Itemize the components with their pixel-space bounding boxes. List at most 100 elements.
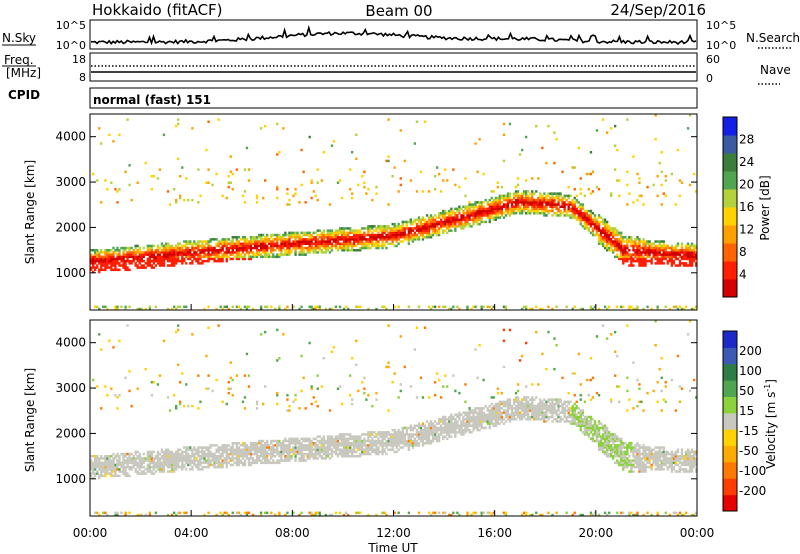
- velocity-cell: [96, 465, 99, 469]
- velocity-cell: [306, 439, 309, 443]
- power-cell: [672, 246, 676, 250]
- power-cell: [221, 307, 224, 311]
- power-cell: [502, 159, 506, 163]
- velocity-cell: [468, 424, 471, 427]
- power-cell: [585, 220, 589, 224]
- power-cell: [444, 229, 447, 232]
- power-cell: [490, 205, 493, 208]
- velocity-cell: [415, 442, 419, 445]
- power-cell: [318, 240, 321, 243]
- velocity-cell: [183, 455, 186, 458]
- power-cell: [106, 255, 109, 259]
- power-cell: [510, 198, 514, 202]
- velocity-cell: [458, 391, 461, 395]
- power-cell: [624, 240, 627, 243]
- power-cell: [415, 229, 419, 232]
- power-cell: [347, 227, 350, 230]
- power-cell: [292, 240, 295, 243]
- velocity-cell: [195, 450, 198, 454]
- power-cell: [462, 218, 465, 221]
- velocity-cell: [90, 472, 93, 475]
- power-cell: [122, 257, 125, 261]
- power-cell: [431, 229, 435, 232]
- power-cell: [262, 255, 265, 259]
- power-cell: [452, 305, 455, 309]
- power-cell: [521, 198, 524, 202]
- power-cell: [597, 229, 601, 232]
- velocity-cell: [148, 465, 152, 469]
- power-cell: [322, 246, 326, 250]
- power-cell: [146, 251, 150, 254]
- power-cell: [468, 212, 471, 215]
- velocity-cell: [361, 446, 364, 449]
- power-cell: [328, 233, 332, 237]
- power-cell: [577, 146, 580, 150]
- power-cell: [502, 203, 506, 206]
- velocity-cell: [442, 422, 445, 425]
- velocity-cell: [150, 457, 154, 460]
- velocity-cell: [199, 446, 202, 449]
- power-cell: [316, 233, 319, 237]
- velocity-cell: [138, 463, 141, 467]
- power-cell: [656, 259, 659, 263]
- power-cell: [438, 172, 441, 176]
- power-cell: [255, 236, 259, 239]
- velocity-cell: [247, 459, 251, 462]
- power-cell: [670, 172, 674, 176]
- velocity-cell: [114, 465, 117, 469]
- power-cell: [158, 262, 162, 265]
- power-cell: [162, 246, 166, 250]
- velocity-cell: [280, 450, 283, 454]
- power-cell: [391, 240, 394, 243]
- velocity-cell: [175, 463, 178, 467]
- power-cell: [688, 183, 692, 187]
- power-cell: [466, 209, 469, 213]
- power-cell: [114, 307, 117, 311]
- power-cell: [472, 222, 475, 226]
- power-cell: [401, 229, 404, 232]
- velocity-cell: [320, 444, 324, 447]
- power-cell: [555, 196, 558, 200]
- power-cell: [231, 172, 234, 176]
- velocity-cell: [98, 476, 101, 480]
- velocity-cell: [179, 457, 182, 460]
- power-cell: [150, 251, 154, 254]
- velocity-cell: [245, 450, 249, 454]
- power-cell: [338, 305, 342, 309]
- power-cell: [166, 251, 170, 254]
- velocity-cell: [357, 435, 360, 438]
- velocity-cell: [444, 424, 447, 427]
- power-cell: [535, 207, 538, 211]
- power-cell: [260, 236, 263, 239]
- velocity-cell: [237, 461, 241, 465]
- power-cell: [262, 196, 265, 200]
- power-cell: [662, 262, 665, 265]
- power-cell: [693, 253, 696, 256]
- power-cell: [229, 251, 232, 254]
- power-cell: [367, 227, 370, 230]
- power-cell: [314, 194, 317, 198]
- power-cell: [146, 259, 150, 263]
- power-cell: [201, 242, 204, 245]
- power-cell: [221, 253, 224, 256]
- power-cell: [585, 216, 589, 219]
- velocity-cell: [181, 457, 184, 460]
- velocity-cell: [199, 459, 202, 462]
- velocity-cell: [134, 459, 137, 462]
- power-cell: [296, 236, 299, 239]
- power-cell: [177, 122, 180, 126]
- velocity-cell: [280, 442, 283, 445]
- velocity-cell: [310, 450, 313, 454]
- velocity-cell: [90, 463, 93, 467]
- power-cell: [164, 251, 168, 254]
- power-cell: [672, 305, 676, 309]
- power-cell: [434, 231, 437, 235]
- power-cell: [466, 216, 469, 219]
- power-cell: [158, 168, 162, 171]
- power-cell: [533, 212, 536, 215]
- power-cell: [231, 244, 234, 248]
- velocity-cell: [383, 431, 386, 434]
- velocity-cell: [438, 435, 441, 438]
- power-cell: [116, 307, 119, 311]
- power-cell: [523, 209, 526, 213]
